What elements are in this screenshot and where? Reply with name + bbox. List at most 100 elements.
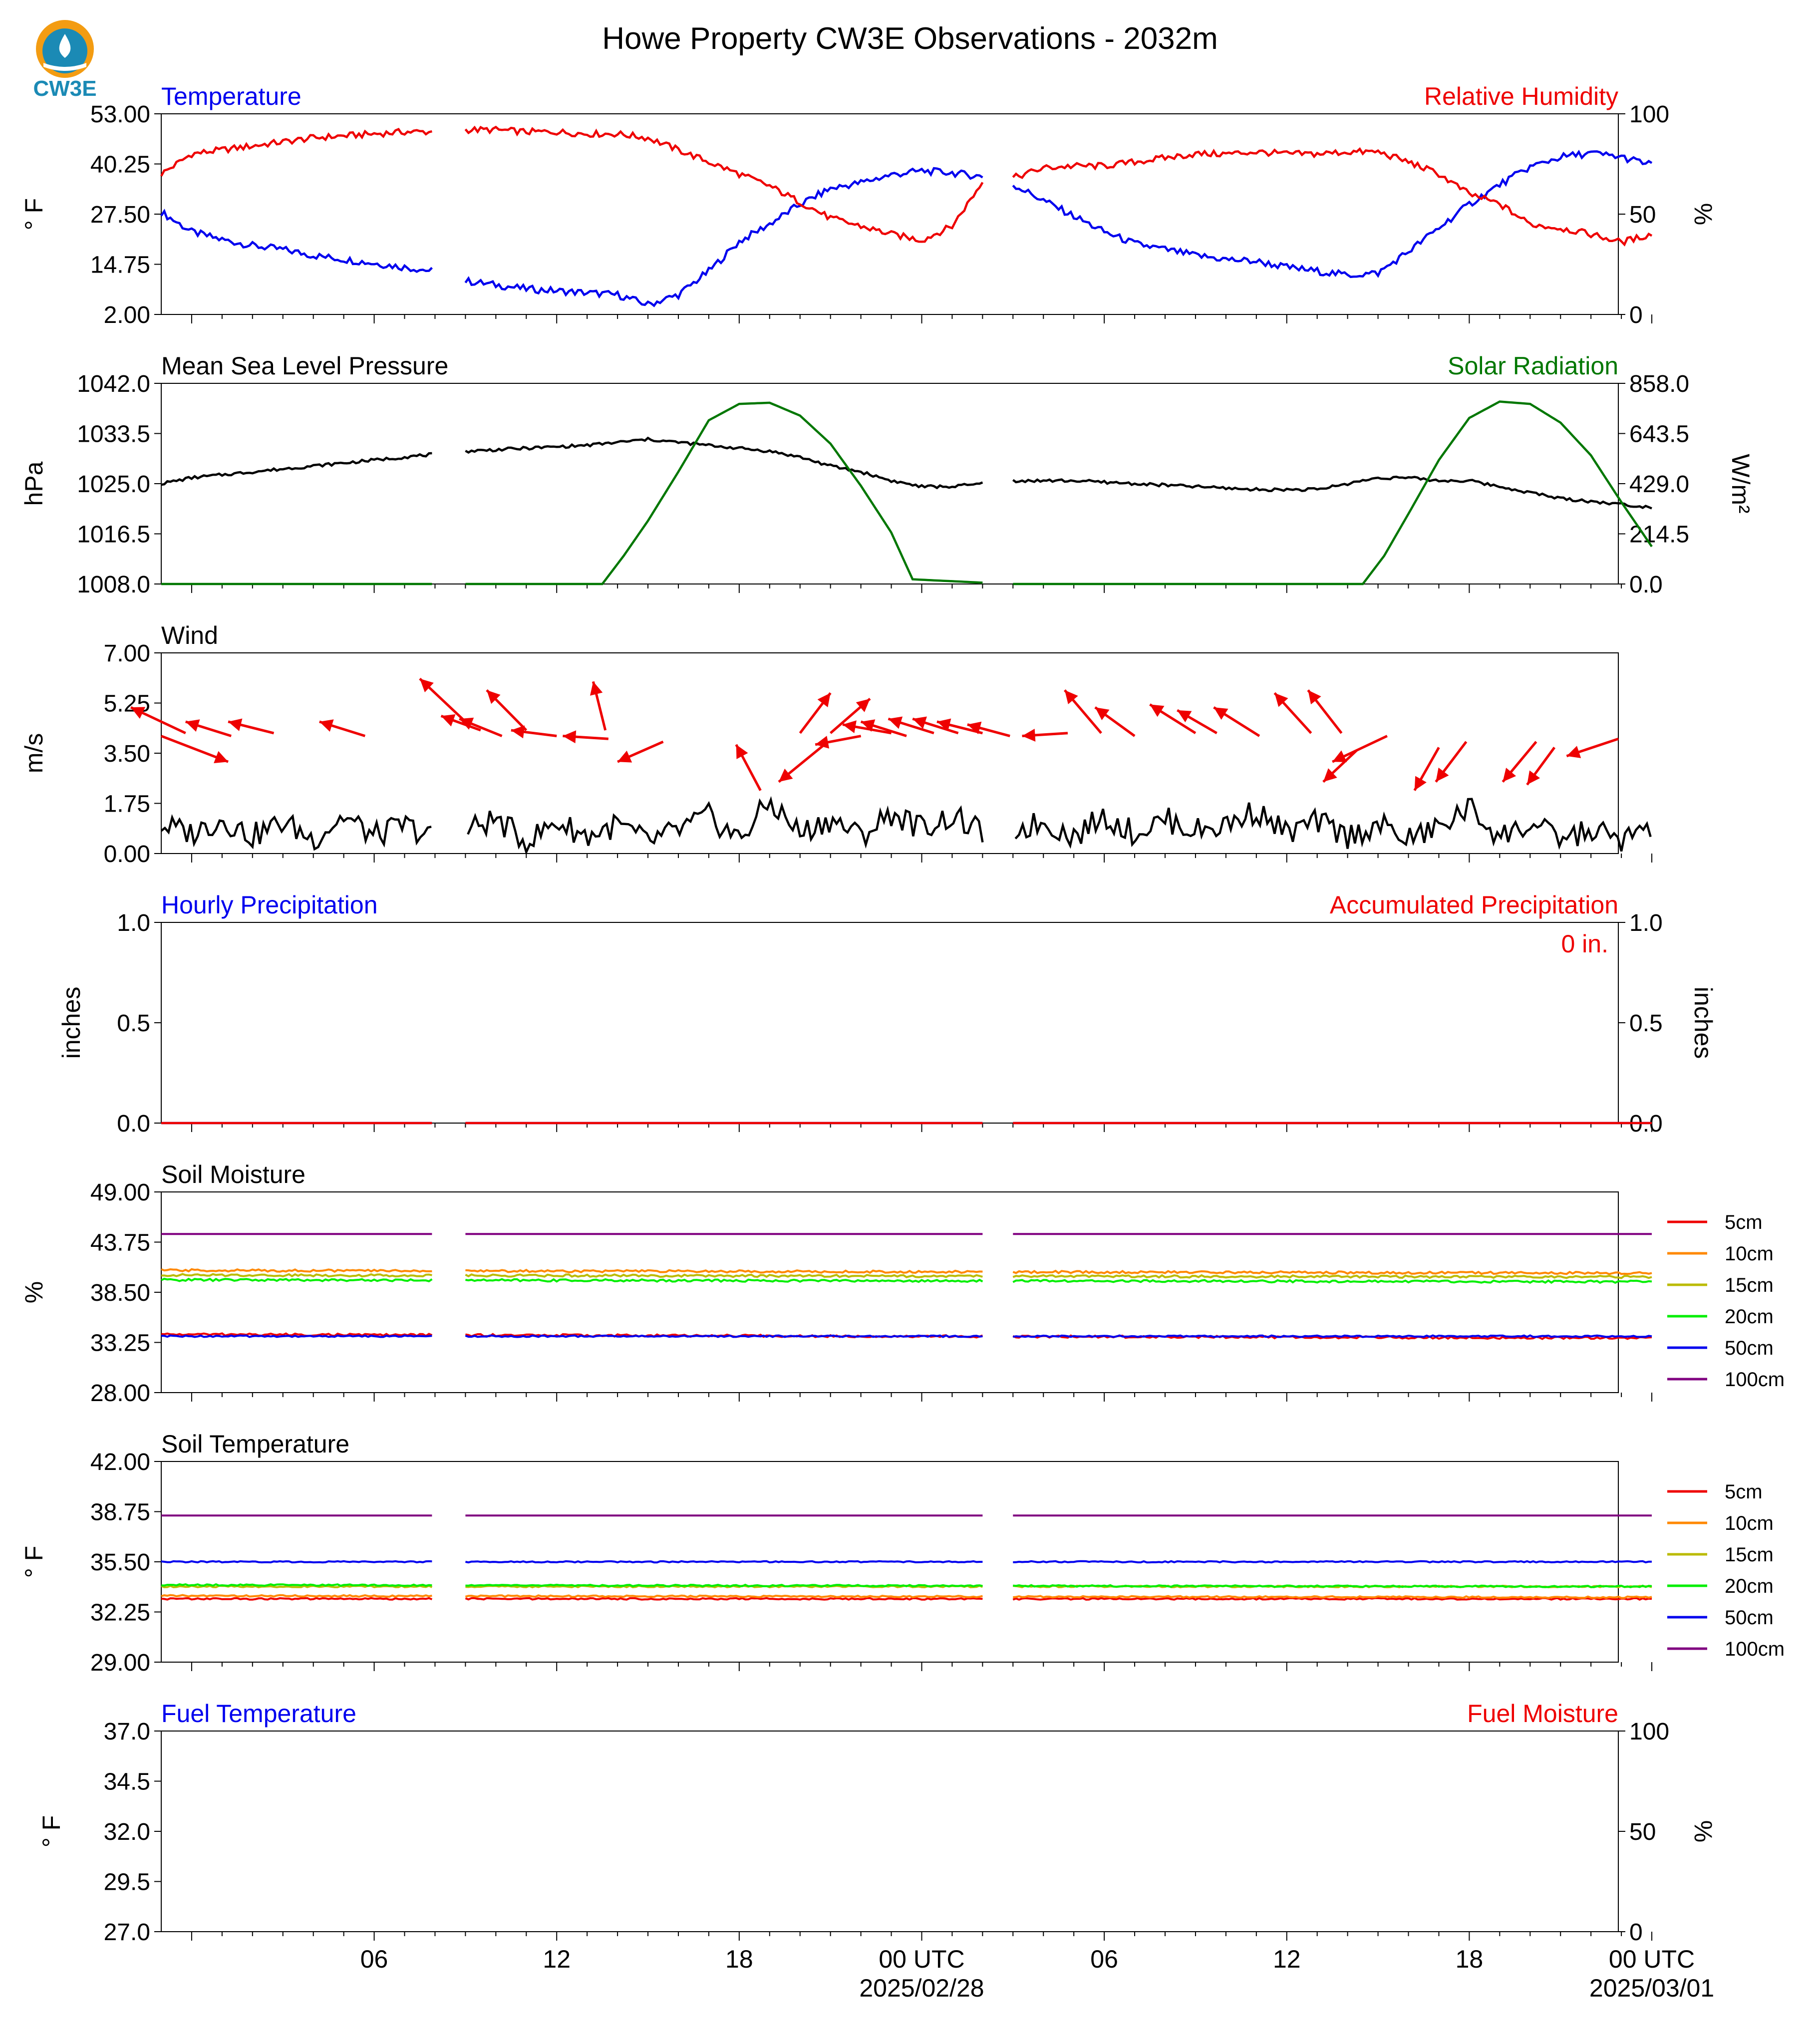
y-tick-label: 33.25 bbox=[90, 1330, 150, 1357]
y-tick-label: 28.00 bbox=[90, 1380, 150, 1407]
y2-axis-label: W/m² bbox=[1727, 454, 1755, 513]
y2-tick-label: 1.0 bbox=[1629, 910, 1663, 936]
wind-arrow-head bbox=[1213, 707, 1228, 720]
panel-title: Soil Moisture bbox=[161, 1160, 305, 1188]
panel-right-title: Fuel Moisture bbox=[1467, 1700, 1618, 1728]
panel-title: Temperature bbox=[161, 82, 302, 110]
legend-label: 15cm bbox=[1725, 1274, 1774, 1296]
panel-frame bbox=[161, 1731, 1619, 1932]
panel-frame bbox=[161, 113, 1619, 315]
legend-label: 10cm bbox=[1725, 1512, 1774, 1534]
y-tick-label: 29.00 bbox=[90, 1650, 150, 1676]
y-tick-label: 35.50 bbox=[90, 1549, 150, 1576]
panel-title: Hourly Precipitation bbox=[161, 891, 378, 919]
x-date-label: 2025/02/28 bbox=[859, 1974, 984, 2002]
series-line-15cm bbox=[161, 1273, 1652, 1279]
legend-label: 5cm bbox=[1725, 1481, 1763, 1503]
wind-arrow-head bbox=[843, 720, 857, 733]
accumulated-precip-annotation: 0 in. bbox=[1561, 930, 1608, 958]
y-axis-label: ° F bbox=[37, 1815, 65, 1847]
y-axis-label: % bbox=[20, 1281, 48, 1303]
y-tick-label: 0.0 bbox=[117, 1111, 150, 1137]
y2-tick-label: 0.5 bbox=[1629, 1010, 1663, 1037]
y-tick-label: 2.00 bbox=[104, 302, 150, 328]
wind-arrow-head bbox=[888, 716, 903, 729]
y2-tick-label: 0 bbox=[1629, 1919, 1643, 1946]
wind-arrow-head bbox=[1095, 707, 1110, 720]
y2-tick-label: 0 bbox=[1629, 302, 1643, 328]
y-tick-label: 0.00 bbox=[104, 841, 150, 868]
y-tick-label: 49.00 bbox=[90, 1179, 150, 1206]
y-tick-label: 27.0 bbox=[104, 1919, 150, 1946]
y-tick-label: 3.50 bbox=[104, 741, 150, 767]
logo-text: CW3E bbox=[33, 76, 96, 100]
x-tick-label: 06 bbox=[1090, 1945, 1118, 1973]
y2-tick-label: 100 bbox=[1629, 1719, 1669, 1745]
x-date-label: 2025/03/01 bbox=[1589, 1974, 1714, 2002]
panel-mean-sea-level-pressure: Mean Sea Level Pressure Solar Radiation 10… bbox=[20, 352, 1755, 598]
series-line-20cm bbox=[161, 1583, 1652, 1588]
series-line-wind-speed bbox=[160, 796, 1652, 856]
wind-arrow-head bbox=[736, 744, 748, 759]
wind-arrow-head bbox=[817, 693, 831, 707]
panel-frame bbox=[161, 383, 1619, 584]
x-tick-label: 00 UTC bbox=[1609, 1945, 1695, 1973]
wind-arrow-head bbox=[1323, 768, 1337, 782]
y-axis-label: hPa bbox=[20, 461, 48, 506]
x-tick-label: 00 UTC bbox=[879, 1945, 964, 1973]
wind-arrow-head bbox=[617, 750, 632, 763]
wind-arrow-head bbox=[1503, 768, 1517, 782]
y-tick-label: 1008.0 bbox=[77, 572, 150, 598]
y2-tick-label: 0.0 bbox=[1629, 572, 1663, 598]
wind-arrow-head bbox=[185, 719, 200, 732]
wind-arrow-head bbox=[563, 730, 577, 744]
panel-frame bbox=[161, 1191, 1619, 1393]
y-axis-label: ° F bbox=[20, 198, 48, 230]
cw3e-logo: CW3E bbox=[27, 15, 102, 101]
wind-arrow-head bbox=[1308, 690, 1321, 705]
figure-title: Howe Property CW3E Observations - 2032m bbox=[602, 21, 1218, 56]
wind-arrow-head bbox=[912, 716, 927, 729]
wind-arrow-head bbox=[1332, 750, 1347, 762]
panel-frame bbox=[161, 922, 1619, 1124]
legend-label: 50cm bbox=[1725, 1337, 1774, 1359]
y-tick-label: 34.5 bbox=[104, 1769, 150, 1795]
wind-arrow-head bbox=[131, 707, 146, 719]
panel-hourly-precipitation: Hourly Precipitation Accumulated Precipit… bbox=[57, 891, 1717, 1137]
panel-right-title: Relative Humidity bbox=[1424, 82, 1618, 110]
wind-arrow-head bbox=[967, 721, 982, 734]
legend-label: 20cm bbox=[1725, 1306, 1774, 1328]
y-tick-label: 7.00 bbox=[104, 640, 150, 667]
legend-label: 10cm bbox=[1725, 1243, 1774, 1265]
y2-tick-label: 643.5 bbox=[1629, 421, 1689, 448]
legend-label: 20cm bbox=[1725, 1575, 1774, 1597]
y-tick-label: 53.00 bbox=[90, 101, 150, 128]
wind-arrow-head bbox=[936, 718, 951, 731]
legend-label: 100cm bbox=[1725, 1638, 1785, 1660]
panel-title: Fuel Temperature bbox=[161, 1700, 356, 1728]
legend-label: 100cm bbox=[1725, 1369, 1785, 1391]
wind-arrow-head bbox=[1064, 690, 1078, 704]
wind-arrow-head bbox=[856, 698, 870, 712]
y-tick-label: 40.25 bbox=[90, 152, 150, 178]
y-tick-label: 29.5 bbox=[104, 1869, 150, 1896]
y-axis-label: ° F bbox=[20, 1546, 48, 1578]
series-line-10cm bbox=[161, 1594, 1652, 1599]
wind-arrow-head bbox=[1177, 710, 1192, 723]
y-axis-label: inches bbox=[57, 987, 85, 1059]
y2-axis-label: % bbox=[1689, 203, 1717, 225]
series-line-10cm bbox=[161, 1268, 1652, 1275]
y2-tick-label: 858.0 bbox=[1629, 371, 1689, 397]
wind-arrow-head bbox=[1022, 728, 1036, 742]
panel-title: Wind bbox=[161, 621, 218, 649]
x-tick-label: 18 bbox=[725, 1945, 753, 1973]
series-line-relative-humidity bbox=[160, 125, 1653, 247]
y-tick-label: 38.50 bbox=[90, 1280, 150, 1306]
wind-arrow-head bbox=[1566, 746, 1581, 758]
y-tick-label: 37.0 bbox=[104, 1719, 150, 1745]
y2-tick-label: 429.0 bbox=[1629, 471, 1689, 498]
panel-title: Soil Temperature bbox=[161, 1430, 349, 1458]
legend-label: 50cm bbox=[1725, 1607, 1774, 1629]
